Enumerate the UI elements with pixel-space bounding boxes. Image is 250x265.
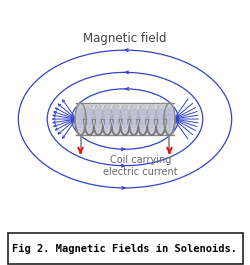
Ellipse shape	[94, 106, 103, 132]
Ellipse shape	[147, 106, 156, 132]
Ellipse shape	[76, 106, 86, 132]
Ellipse shape	[120, 106, 130, 132]
Text: Fig 2. Magnetic Fields in Solenoids.: Fig 2. Magnetic Fields in Solenoids.	[12, 244, 237, 254]
Text: Coil carrying
electric current: Coil carrying electric current	[103, 156, 178, 177]
Text: Magnetic field: Magnetic field	[83, 32, 167, 45]
Ellipse shape	[102, 106, 112, 132]
Ellipse shape	[138, 106, 148, 132]
Ellipse shape	[164, 106, 174, 132]
Ellipse shape	[129, 106, 139, 132]
Ellipse shape	[156, 106, 166, 132]
Ellipse shape	[84, 106, 94, 132]
Bar	[76, 103, 174, 135]
Ellipse shape	[111, 106, 121, 132]
